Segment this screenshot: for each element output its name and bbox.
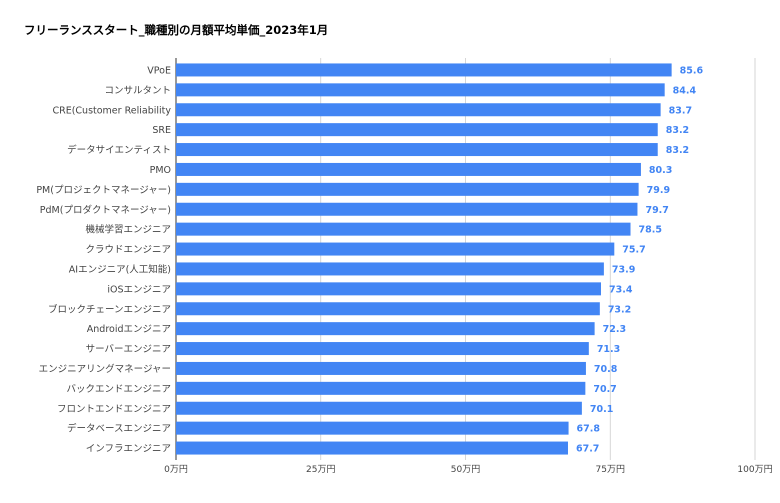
data-label: 78.5 — [639, 225, 662, 236]
bar — [176, 63, 672, 77]
bar — [176, 322, 595, 336]
category-label: VPoE — [147, 65, 171, 76]
category-label: エンジニアリングマネージャー — [39, 363, 171, 375]
data-label: 67.8 — [577, 424, 601, 435]
data-label: 83.2 — [666, 125, 689, 136]
category-label: サーバーエンジニア — [86, 344, 171, 355]
bar — [176, 222, 631, 236]
data-label: 85.6 — [680, 65, 704, 76]
axis-layer: 0万円 25万円 50万円 75万円 100万円 — [164, 464, 772, 475]
category-label: クラウドエンジニア — [85, 245, 171, 256]
bar — [176, 421, 569, 435]
data-label: 75.7 — [622, 245, 645, 256]
bar — [176, 302, 600, 316]
bar — [176, 381, 586, 395]
data-label: 70.1 — [590, 404, 613, 415]
category-label: コンサルタント — [104, 85, 171, 96]
category-label: CRE(Customer Reliability — [52, 105, 171, 116]
bar — [176, 401, 582, 415]
data-label: 80.3 — [649, 165, 672, 176]
bars-layer — [176, 63, 672, 455]
bar — [176, 282, 601, 296]
data-label: 79.9 — [647, 185, 670, 196]
data-label: 72.3 — [603, 324, 626, 335]
category-label: データサイエンティスト — [67, 144, 171, 156]
data-label: 73.4 — [609, 284, 633, 295]
data-label: 73.9 — [612, 264, 635, 275]
bar — [176, 441, 568, 455]
bar — [176, 361, 586, 375]
category-label: ブロックチェーンエンジニア — [48, 303, 171, 315]
x-tick-label: 50万円 — [451, 464, 480, 475]
category-label: iOSエンジニア — [107, 284, 171, 295]
x-tick-label: 100万円 — [737, 464, 772, 475]
data-label: 73.2 — [608, 304, 631, 315]
bar — [176, 342, 589, 356]
bar — [176, 202, 638, 216]
chart-title: フリーランススタート_職種別の月額平均単価_2023年1月 — [24, 23, 329, 37]
category-label: データベースエンジニア — [67, 423, 171, 435]
bar — [176, 162, 641, 176]
data-label: 83.2 — [666, 145, 689, 156]
bar — [176, 83, 665, 97]
category-label: バックエンドエンジニア — [66, 384, 171, 395]
category-label: Androidエンジニア — [87, 324, 171, 335]
bar — [176, 103, 661, 117]
grid-layer — [175, 58, 756, 460]
labels-layer: VPoE 85.6 コンサルタント 84.4 CRE(Customer Reliabil… — [36, 65, 703, 454]
bar — [176, 242, 615, 256]
x-tick-label: 0万円 — [164, 464, 188, 475]
x-tick-label: 75万円 — [596, 464, 625, 475]
category-label: PdM(プロダクトマネージャー) — [40, 204, 171, 216]
data-label: 84.4 — [673, 85, 697, 96]
data-label: 71.3 — [597, 344, 620, 355]
data-label: 70.7 — [593, 384, 616, 395]
data-label: 67.7 — [576, 444, 599, 455]
category-label: AIエンジニア(人工知能) — [69, 263, 171, 275]
category-label: インフラエンジニア — [86, 444, 171, 455]
bar — [176, 262, 604, 276]
bar — [176, 123, 658, 137]
category-label: フロントエンドエンジニア — [57, 404, 171, 415]
bar — [176, 182, 639, 196]
data-label: 83.7 — [669, 105, 692, 116]
bar — [176, 143, 658, 157]
category-label: SRE — [152, 125, 171, 136]
category-label: PMO — [150, 165, 171, 176]
category-label: PM(プロジェクトマネージャー) — [36, 185, 171, 196]
category-label: 機械学習エンジニア — [85, 224, 171, 236]
data-label: 70.8 — [594, 364, 618, 375]
x-tick-label: 25万円 — [306, 464, 335, 475]
data-label: 79.7 — [645, 205, 668, 216]
